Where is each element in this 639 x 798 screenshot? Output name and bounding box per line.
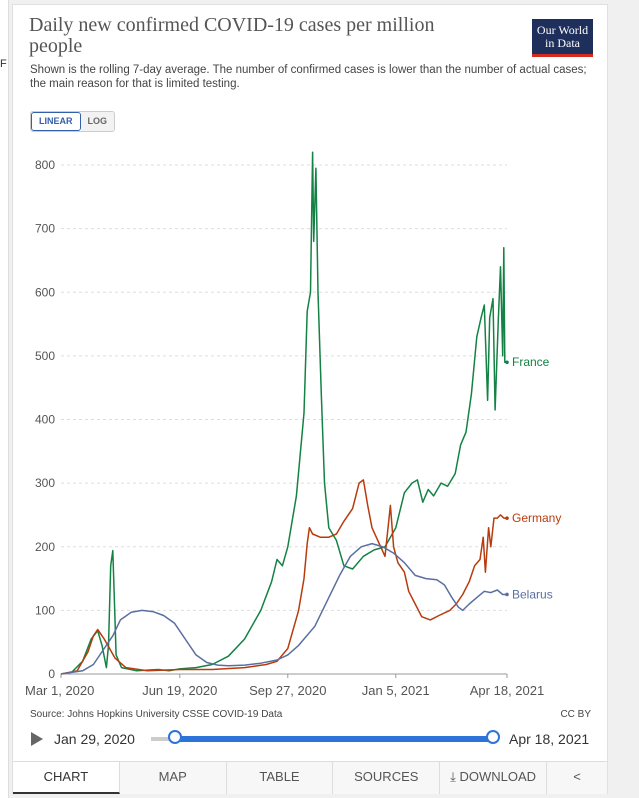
series-end-marker-belarus: [505, 592, 509, 597]
series-end-marker-germany: [505, 516, 509, 520]
play-icon[interactable]: [31, 732, 43, 746]
chart-subtitle: Shown is the rolling 7-day average. The …: [30, 64, 587, 90]
series-line-france: [60, 151, 507, 675]
x-tick-label: Apr 18, 2021: [470, 683, 544, 698]
timeline-end-date: Apr 18, 2021: [509, 731, 590, 747]
tab-bar: CHART MAP TABLE SOURCES ⤓ DOWNLOAD <: [13, 761, 607, 794]
scale-linear-button[interactable]: LINEAR: [31, 112, 81, 131]
line-chart: 0 100 200 300 400 500 600 700 800 Mar 1, 2020 Jun …: [25, 151, 561, 698]
y-tick-label: 300: [35, 476, 55, 490]
scale-log-button[interactable]: LOG: [80, 112, 114, 131]
left-panel-edge: [0, 0, 9, 798]
y-tick-label: 800: [35, 158, 55, 172]
y-tick-label: 100: [35, 603, 55, 617]
tab-map[interactable]: MAP: [119, 762, 227, 794]
tab-sources[interactable]: SOURCES: [333, 762, 441, 794]
tab-download[interactable]: ⤓ DOWNLOAD: [440, 762, 547, 794]
x-tick-label: Jun 19, 2020: [142, 683, 217, 698]
source-note: Source: Johns Hopkins University CSSE CO…: [30, 709, 283, 720]
timeline-start-date: Jan 29, 2020: [54, 731, 135, 747]
logo-line2: in Data: [545, 36, 580, 50]
x-tick-label: Sep 27, 2020: [249, 683, 326, 698]
series-line-belarus: [60, 542, 507, 675]
y-tick-label: 500: [35, 349, 55, 363]
tab-table[interactable]: TABLE: [226, 762, 334, 794]
timeline-end-handle[interactable]: [486, 730, 500, 744]
timeline-selected-range: [175, 736, 494, 742]
timeline-start-handle[interactable]: [168, 730, 182, 744]
left-panel-mark: F: [0, 58, 7, 70]
series-label-belarus: Belarus: [512, 587, 553, 601]
series-end-marker-france: [505, 360, 509, 365]
owid-logo[interactable]: Our World in Data: [532, 19, 593, 57]
chart-title: Daily new confirmed COVID-19 cases per m…: [29, 14, 435, 57]
share-button[interactable]: <: [546, 762, 607, 794]
tab-chart[interactable]: CHART: [13, 762, 120, 794]
y-tick-label: 200: [35, 540, 55, 554]
series-label-france: France: [512, 355, 550, 369]
y-tick-label: 600: [35, 285, 55, 299]
scale-toggle: LINEAR LOG: [30, 111, 115, 132]
y-tick-label: 0: [48, 667, 55, 681]
x-tick-label: Jan 5, 2021: [362, 683, 430, 698]
series-line-germany: [60, 479, 507, 675]
download-icon: ⤓: [450, 769, 460, 784]
x-tick-label: Mar 1, 2020: [25, 683, 94, 698]
chart-card: Daily new confirmed COVID-19 cases per m…: [12, 4, 608, 794]
license-link[interactable]: CC BY: [560, 709, 591, 720]
share-icon: <: [573, 769, 581, 784]
logo-line1: Our World: [536, 23, 589, 37]
tab-download-label: DOWNLOAD: [459, 769, 537, 784]
y-tick-label: 400: [35, 413, 55, 427]
series-label-germany: Germany: [512, 511, 561, 525]
y-tick-label: 700: [35, 222, 55, 236]
